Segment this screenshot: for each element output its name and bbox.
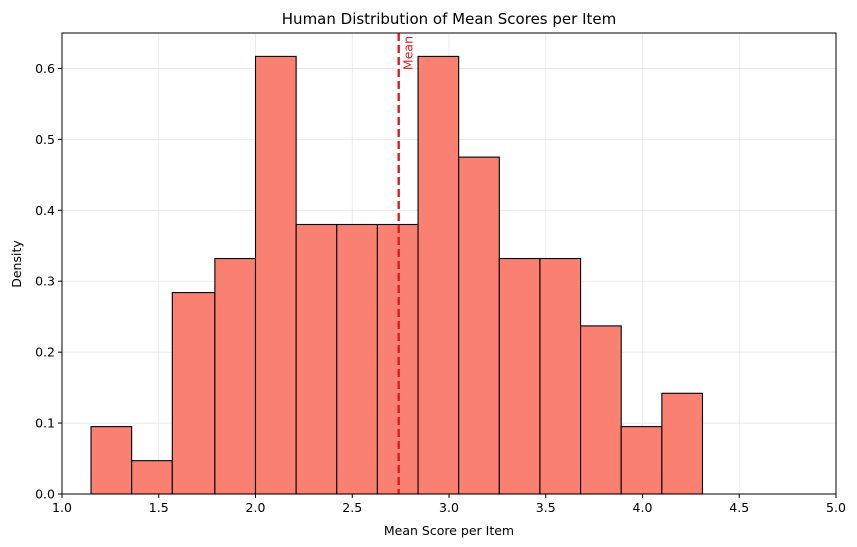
y-axis-ticks: 0.0 0.1 0.2 0.3 0.4 0.5 0.6 xyxy=(35,61,62,502)
x-tick-label: 2.0 xyxy=(246,500,266,515)
x-tick-label: 3.5 xyxy=(536,500,556,515)
histogram-bar xyxy=(580,325,622,495)
y-axis-label: Density xyxy=(9,240,24,288)
histogram-bar xyxy=(539,257,582,495)
y-tick-label: 0.1 xyxy=(35,416,55,431)
x-tick-label: 1.0 xyxy=(52,500,72,515)
x-axis-ticks: 1.0 1.5 2.0 2.5 3.0 3.5 4.0 4.5 5.0 xyxy=(52,494,846,515)
y-tick-label: 0.4 xyxy=(35,203,55,218)
histogram-bar xyxy=(254,55,297,495)
histogram-bar xyxy=(295,223,338,495)
mean-layer: Mean xyxy=(397,33,416,494)
x-tick-label: 5.0 xyxy=(826,500,846,515)
histogram-bar xyxy=(620,426,663,495)
histogram-bar xyxy=(498,257,541,495)
x-tick-label: 1.5 xyxy=(149,500,169,515)
x-tick-label: 4.5 xyxy=(729,500,749,515)
y-tick-label: 0.3 xyxy=(35,274,55,289)
histogram-bar xyxy=(131,460,173,495)
histogram-bar xyxy=(661,392,704,495)
chart-title: Human Distribution of Mean Scores per It… xyxy=(282,10,616,28)
histogram-bar xyxy=(171,292,216,495)
y-tick-label: 0.2 xyxy=(35,345,55,360)
x-tick-label: 3.0 xyxy=(439,500,459,515)
x-axis-label: Mean Score per Item xyxy=(384,523,514,538)
histogram-bar xyxy=(90,426,133,495)
x-tick-label: 4.0 xyxy=(633,500,653,515)
bars-layer xyxy=(90,55,704,495)
histogram-bar xyxy=(458,156,500,495)
histogram-bar xyxy=(417,55,460,495)
y-tick-label: 0.0 xyxy=(35,487,55,502)
y-tick-label: 0.6 xyxy=(35,61,55,76)
histogram-bar xyxy=(336,223,378,495)
mean-line-label: Mean xyxy=(401,36,416,70)
histogram-bar xyxy=(214,257,257,495)
x-tick-label: 2.5 xyxy=(342,500,362,515)
y-tick-label: 0.5 xyxy=(35,132,55,147)
